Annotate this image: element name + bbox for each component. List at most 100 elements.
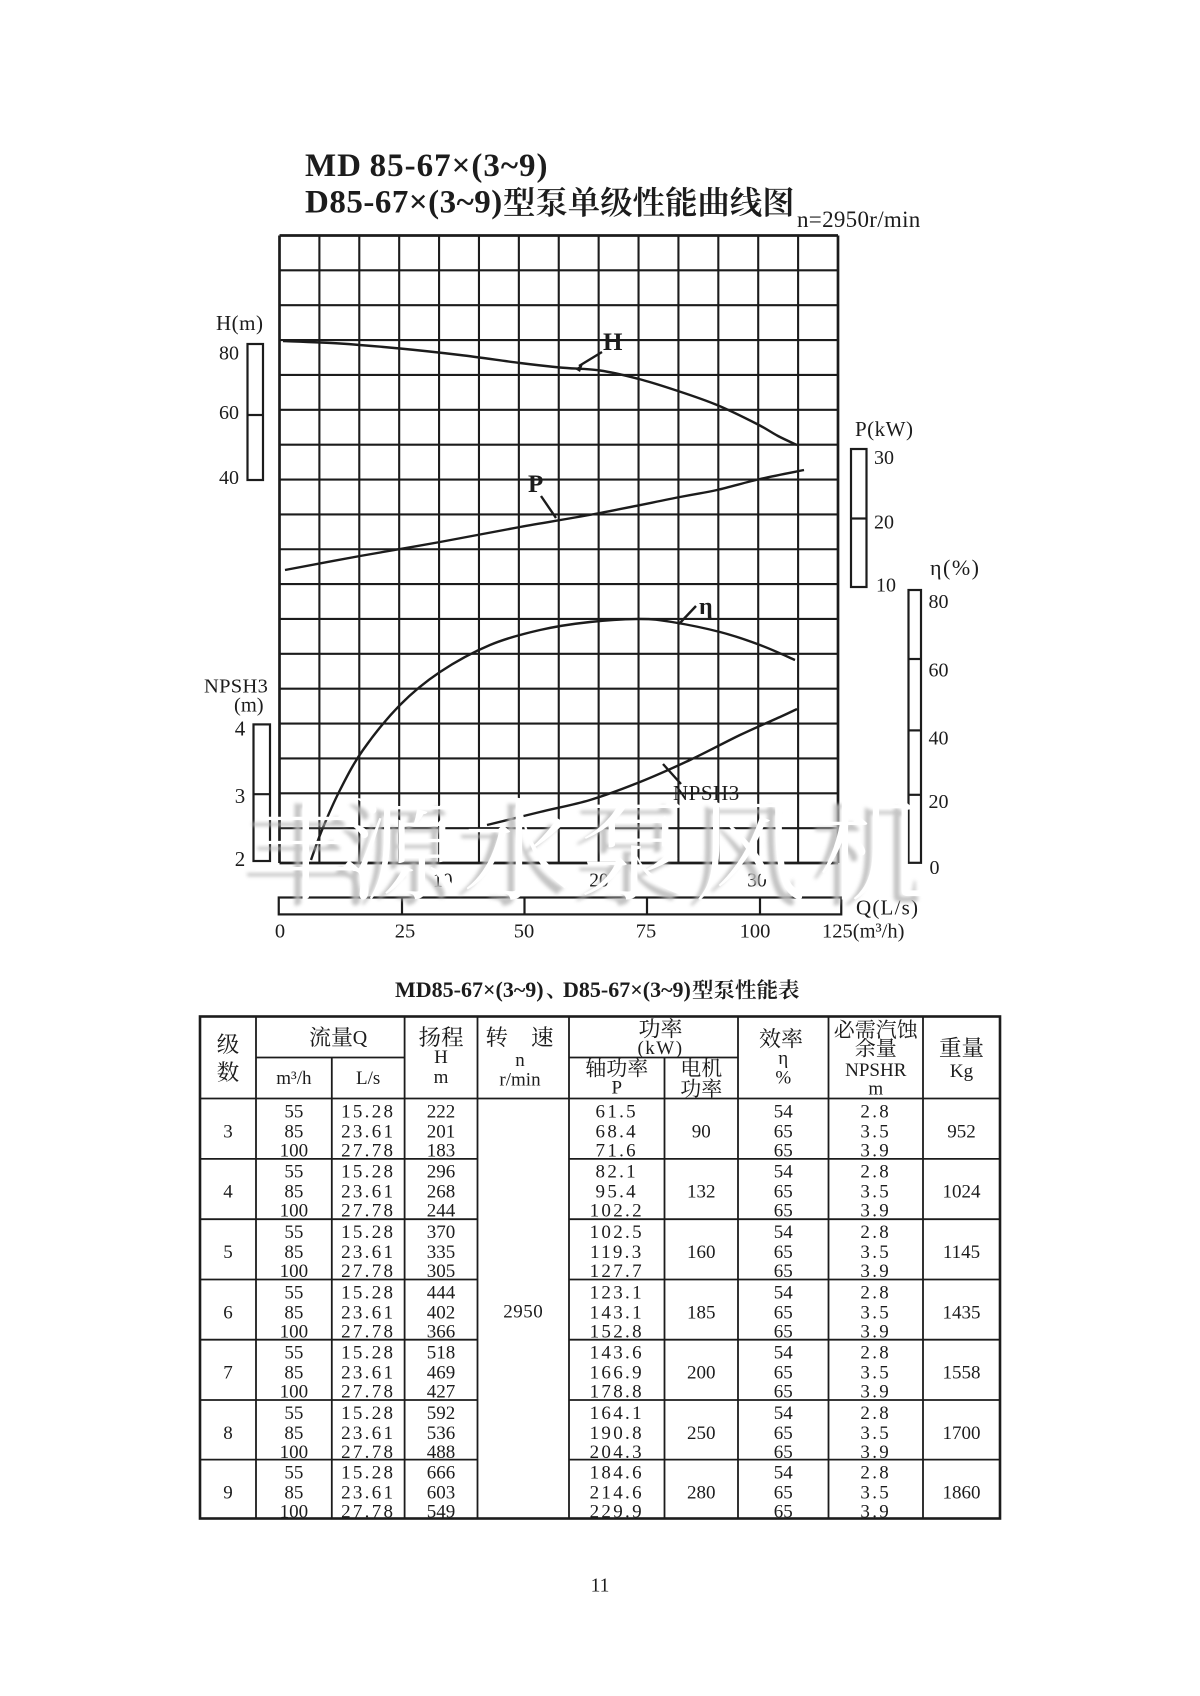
svg-text:3.5: 3.5	[860, 1302, 891, 1323]
svg-text:335: 335	[427, 1242, 456, 1263]
svg-text:65: 65	[774, 1201, 793, 1222]
svg-text:7: 7	[223, 1362, 233, 1383]
svg-text:3.5: 3.5	[860, 1182, 891, 1203]
svg-text:100: 100	[280, 1140, 309, 1161]
svg-text:65: 65	[774, 1442, 793, 1463]
svg-text:3.9: 3.9	[860, 1501, 891, 1522]
svg-text:61.5: 61.5	[596, 1101, 638, 1122]
svg-text:15.28: 15.28	[341, 1162, 395, 1183]
svg-text:P: P	[528, 471, 543, 498]
svg-text:244: 244	[427, 1201, 456, 1222]
svg-text:164.1: 164.1	[590, 1403, 644, 1424]
svg-text:214.6: 214.6	[590, 1482, 644, 1503]
svg-text:Kg: Kg	[950, 1061, 974, 1082]
svg-text:65: 65	[774, 1482, 793, 1503]
svg-text:1024: 1024	[943, 1182, 982, 1203]
svg-text:549: 549	[427, 1501, 456, 1522]
svg-text:2: 2	[235, 847, 246, 871]
svg-text:55: 55	[284, 1101, 303, 1122]
svg-text:65: 65	[774, 1362, 793, 1383]
svg-text:MD85-67×(3~9): MD85-67×(3~9)	[395, 977, 544, 1002]
svg-text:54: 54	[774, 1403, 794, 1424]
svg-text:20: 20	[874, 512, 894, 534]
svg-text:23.61: 23.61	[341, 1362, 395, 1383]
svg-text:23.61: 23.61	[341, 1121, 395, 1142]
svg-text:536: 536	[427, 1423, 456, 1444]
svg-text:102.2: 102.2	[590, 1201, 644, 1222]
svg-text:65: 65	[774, 1302, 793, 1323]
svg-text:152.8: 152.8	[590, 1321, 644, 1342]
svg-text:3.9: 3.9	[860, 1321, 891, 1342]
svg-text:(kW): (kW)	[637, 1038, 683, 1059]
svg-text:D85-67×(3~9): D85-67×(3~9)	[563, 977, 691, 1002]
svg-text:305: 305	[427, 1261, 456, 1282]
svg-text:40: 40	[929, 727, 949, 749]
svg-text:65: 65	[774, 1182, 793, 1203]
svg-text:15.28: 15.28	[341, 1342, 395, 1363]
svg-text:100: 100	[280, 1201, 309, 1222]
svg-text:MD 85-67×(3~9): MD 85-67×(3~9)	[305, 148, 549, 184]
svg-text:370: 370	[427, 1222, 456, 1243]
svg-text:85: 85	[284, 1302, 303, 1323]
svg-text:4: 4	[235, 717, 246, 741]
svg-text:85: 85	[284, 1482, 303, 1503]
svg-text:166.9: 166.9	[590, 1362, 644, 1383]
svg-text:3.9: 3.9	[860, 1381, 891, 1402]
svg-text:3.5: 3.5	[860, 1482, 891, 1503]
svg-text:75: 75	[636, 920, 657, 942]
svg-text:11: 11	[591, 1575, 610, 1596]
svg-text:55: 55	[284, 1222, 303, 1243]
svg-text:85: 85	[284, 1182, 303, 1203]
svg-text:1435: 1435	[943, 1302, 981, 1323]
svg-text:65: 65	[774, 1423, 793, 1444]
svg-text:NPSH3: NPSH3	[673, 781, 740, 805]
svg-text:82.1: 82.1	[596, 1162, 638, 1183]
svg-text:8: 8	[223, 1423, 233, 1444]
svg-text:27.78: 27.78	[341, 1140, 395, 1161]
svg-text:143.1: 143.1	[590, 1302, 644, 1323]
svg-text:90: 90	[692, 1121, 711, 1142]
svg-text:1558: 1558	[943, 1362, 981, 1383]
svg-text:15.28: 15.28	[341, 1222, 395, 1243]
svg-text:3.9: 3.9	[860, 1140, 891, 1161]
svg-text:2.8: 2.8	[860, 1162, 891, 1183]
svg-text:71.6: 71.6	[596, 1140, 638, 1161]
svg-text:201: 201	[427, 1121, 456, 1142]
svg-text:102.5: 102.5	[590, 1222, 644, 1243]
svg-text:η: η	[778, 1048, 788, 1069]
svg-text:222: 222	[427, 1101, 456, 1122]
svg-text:85: 85	[284, 1362, 303, 1383]
svg-text:r/min: r/min	[499, 1069, 541, 1090]
svg-text:6: 6	[223, 1302, 233, 1323]
svg-text:(m): (m)	[234, 695, 264, 717]
svg-text:518: 518	[427, 1342, 456, 1363]
svg-text:NPSHR: NPSHR	[845, 1060, 907, 1081]
svg-text:184.6: 184.6	[590, 1462, 644, 1483]
svg-text:3.9: 3.9	[860, 1261, 891, 1282]
svg-text:2.8: 2.8	[860, 1342, 891, 1363]
svg-text:296: 296	[427, 1162, 456, 1183]
svg-text:54: 54	[774, 1462, 794, 1483]
svg-text:n=2950r/min: n=2950r/min	[797, 207, 921, 232]
svg-text:65: 65	[774, 1242, 793, 1263]
svg-text:m: m	[434, 1067, 449, 1088]
svg-text:0: 0	[275, 920, 285, 942]
svg-text:3.5: 3.5	[860, 1121, 891, 1142]
svg-text:65: 65	[774, 1140, 793, 1161]
svg-text:1700: 1700	[943, 1423, 981, 1444]
svg-text:127.7: 127.7	[590, 1261, 644, 1282]
svg-text:η: η	[699, 594, 713, 620]
svg-text:65: 65	[774, 1321, 793, 1342]
svg-text:m³/h: m³/h	[276, 1068, 312, 1089]
svg-text:0: 0	[930, 857, 940, 879]
svg-text:100: 100	[740, 920, 771, 942]
svg-text:185: 185	[687, 1302, 716, 1323]
svg-text:23.61: 23.61	[341, 1242, 395, 1263]
svg-text:2.8: 2.8	[860, 1282, 891, 1303]
svg-text:1860: 1860	[943, 1482, 981, 1503]
svg-text:23.61: 23.61	[341, 1482, 395, 1503]
svg-text:NPSH3: NPSH3	[204, 676, 268, 698]
svg-text:L/s: L/s	[356, 1068, 380, 1089]
svg-text:65: 65	[774, 1121, 793, 1142]
svg-text:27.78: 27.78	[341, 1261, 395, 1282]
